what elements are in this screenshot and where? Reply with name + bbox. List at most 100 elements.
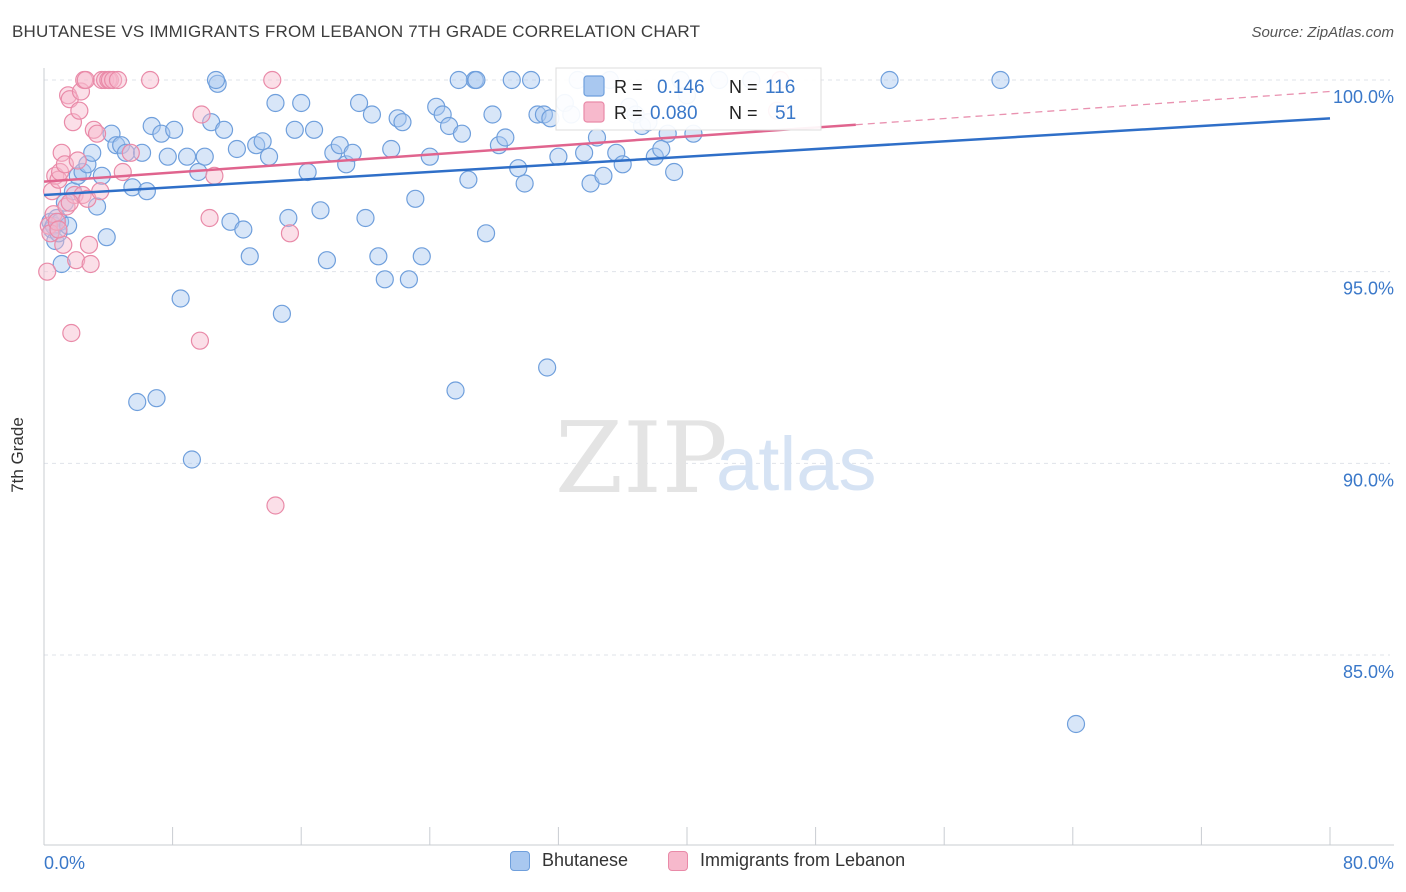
data-point-lebanon-43 bbox=[280, 224, 300, 243]
data-point-bhutanese-47 bbox=[272, 304, 292, 323]
data-point-lebanon-25 bbox=[79, 235, 99, 254]
data-point-bhutanese-94 bbox=[575, 143, 594, 162]
data-point-lebanon-37 bbox=[192, 105, 211, 124]
data-point-bhutanese-66 bbox=[393, 113, 412, 132]
data-point-bhutanese-69 bbox=[412, 247, 431, 266]
data-point-bhutanese-16 bbox=[92, 166, 111, 185]
trend-line-bhutanese bbox=[43, 117, 1331, 197]
legend-label-bhutanese: Bhutanese bbox=[542, 850, 629, 870]
data-point-bhutanese-60 bbox=[356, 208, 375, 228]
data-point-lebanon-38 bbox=[200, 208, 219, 228]
data-point-bhutanese-100 bbox=[613, 155, 632, 174]
legend-swatch-bhutanese bbox=[510, 850, 530, 871]
data-point-lebanon-49 bbox=[60, 193, 79, 212]
data-point-lebanon-26 bbox=[81, 254, 100, 274]
data-point-bhutanese-86 bbox=[521, 70, 541, 90]
x-tick-label-min: 0.0% bbox=[44, 853, 85, 873]
data-point-bhutanese-27 bbox=[147, 389, 166, 408]
data-point-lebanon-9 bbox=[52, 143, 71, 162]
data-point-bhutanese-45 bbox=[259, 147, 279, 166]
data-point-bhutanese-17 bbox=[97, 228, 116, 247]
data-point-lebanon-33 bbox=[104, 70, 123, 90]
data-point-bhutanese-38 bbox=[214, 120, 234, 139]
stats-r-label-bhutanese: R = bbox=[614, 77, 643, 97]
data-point-lebanon-20 bbox=[70, 101, 89, 120]
data-point-bhutanese-76 bbox=[459, 170, 478, 189]
legend-item-bhutanese[interactable]: Bhutanese bbox=[510, 850, 628, 871]
grid-lines bbox=[44, 79, 1390, 656]
data-point-bhutanese-106 bbox=[652, 139, 671, 159]
x-tick-labels: 0.0% 80.0% bbox=[44, 853, 1394, 873]
data-point-bhutanese-79 bbox=[476, 224, 496, 243]
watermark-zip: ZIP bbox=[555, 402, 728, 516]
source-label: Source: ZipAtlas.com bbox=[1251, 24, 1394, 41]
data-point-bhutanese-35 bbox=[195, 147, 214, 166]
data-point-bhutanese-115 bbox=[991, 70, 1010, 90]
data-point-lebanon-15 bbox=[62, 323, 81, 343]
x-tick-label-max: 80.0% bbox=[1343, 853, 1394, 873]
y-tick-labels: 85.0% 90.0% 95.0% 100.0% bbox=[1333, 87, 1394, 682]
legend-item-lebanon[interactable]: Immigrants from Lebanon bbox=[668, 850, 905, 871]
data-point-lebanon-40 bbox=[190, 331, 210, 350]
data-point-bhutanese-42 bbox=[240, 247, 259, 266]
stats-n-value-bhutanese: 116 bbox=[765, 77, 795, 98]
data-point-bhutanese-114 bbox=[880, 70, 899, 90]
data-point-lebanon-10 bbox=[54, 235, 73, 254]
y-tick-label-95: 95.0% bbox=[1343, 279, 1394, 299]
data-point-lebanon-24 bbox=[76, 70, 95, 90]
data-point-bhutanese-13 bbox=[78, 155, 97, 174]
data-point-bhutanese-46 bbox=[266, 93, 285, 113]
y-tick-label-100: 100.0% bbox=[1333, 87, 1394, 107]
data-point-bhutanese-83 bbox=[502, 70, 521, 90]
watermark-atlas: atlas bbox=[716, 422, 877, 507]
stats-n-label-lebanon: N = bbox=[729, 103, 758, 123]
data-point-bhutanese-7 bbox=[52, 254, 71, 274]
data-point-bhutanese-21 bbox=[116, 143, 136, 162]
stats-box: R = 0.146 N = 116 R = 0.080 N = 51 bbox=[555, 67, 822, 131]
trend-line-lebanon bbox=[43, 123, 856, 183]
axes bbox=[43, 68, 1394, 846]
y-tick-label-90: 90.0% bbox=[1343, 470, 1394, 490]
stats-n-label-bhutanese: N = bbox=[729, 77, 758, 97]
data-point-bhutanese-9 bbox=[59, 216, 78, 235]
data-point-bhutanese-108 bbox=[665, 162, 684, 182]
series-lebanon-points bbox=[38, 70, 790, 515]
data-point-bhutanese-15 bbox=[87, 197, 107, 216]
data-point-lebanon-41 bbox=[263, 70, 282, 90]
data-point-bhutanese-33 bbox=[182, 450, 201, 469]
data-point-bhutanese-25 bbox=[137, 182, 156, 201]
data-point-bhutanese-49 bbox=[285, 120, 304, 139]
stats-r-value-lebanon: 0.080 bbox=[650, 103, 698, 124]
data-point-bhutanese-80 bbox=[483, 105, 502, 124]
data-point-bhutanese-31 bbox=[171, 289, 190, 308]
data-point-lebanon-19 bbox=[68, 151, 87, 170]
watermark: ZIP atlas bbox=[555, 402, 877, 516]
data-point-bhutanese-52 bbox=[304, 120, 324, 139]
data-point-lebanon-0 bbox=[38, 262, 57, 281]
data-point-lebanon-34 bbox=[108, 70, 128, 90]
data-point-bhutanese-59 bbox=[349, 93, 369, 113]
data-point-lebanon-6 bbox=[47, 212, 66, 231]
data-point-bhutanese-58 bbox=[343, 143, 362, 162]
data-point-bhutanese-32 bbox=[177, 147, 197, 166]
data-point-bhutanese-54 bbox=[317, 251, 337, 270]
data-point-bhutanese-29 bbox=[158, 147, 177, 166]
data-point-bhutanese-19 bbox=[107, 136, 126, 155]
legend-label-lebanon: Immigrants from Lebanon bbox=[700, 850, 906, 870]
data-point-bhutanese-50 bbox=[292, 93, 311, 113]
data-point-bhutanese-90 bbox=[549, 147, 568, 166]
data-point-bhutanese-68 bbox=[406, 189, 425, 208]
stats-r-label-lebanon: R = bbox=[614, 103, 643, 123]
data-point-bhutanese-78 bbox=[467, 70, 486, 90]
data-point-bhutanese-74 bbox=[446, 381, 465, 400]
data-point-lebanon-28 bbox=[87, 124, 107, 143]
data-point-bhutanese-116 bbox=[1066, 714, 1086, 734]
data-point-bhutanese-61 bbox=[362, 105, 382, 124]
data-point-bhutanese-82 bbox=[496, 128, 515, 147]
trend-line-lebanon-extension bbox=[855, 90, 1331, 126]
data-point-bhutanese-119 bbox=[449, 70, 468, 90]
data-point-bhutanese-14 bbox=[83, 143, 102, 162]
data-point-bhutanese-40 bbox=[227, 139, 246, 159]
stats-n-value-lebanon: 51 bbox=[775, 103, 796, 124]
data-point-bhutanese-67 bbox=[399, 270, 419, 289]
